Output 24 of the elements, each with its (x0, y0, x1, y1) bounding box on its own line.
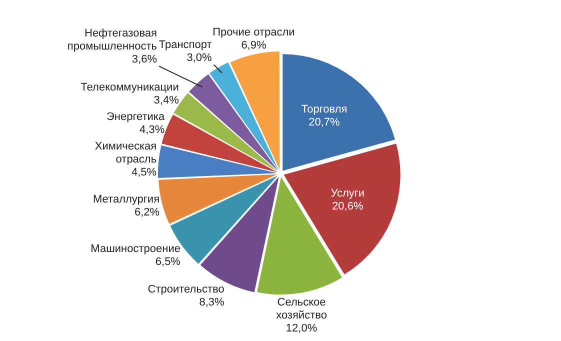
slice-label: Химическая отрасль (94, 140, 157, 166)
slice-label: Нефтегазовая промышленность (67, 28, 158, 53)
data-label: 6,5% (155, 256, 181, 268)
slice-label: Телекоммуникации (80, 82, 179, 94)
data-label: 4,5% (132, 166, 157, 179)
data-label: 8,3% (199, 296, 225, 309)
slice-label: Металлургия (93, 194, 160, 206)
data-label: 4,3% (140, 124, 165, 136)
data-label: 3,6% (132, 54, 158, 66)
data-label: 12,0% (286, 322, 318, 334)
slice-label: Строительство (148, 284, 224, 296)
slice-label: Транспорт (158, 39, 212, 52)
data-label: 20,6% (332, 200, 364, 213)
slice-label: Энергетика (106, 110, 166, 123)
slice-label: Сельское хозяйство (276, 296, 327, 322)
data-label: 6,2% (134, 206, 160, 219)
slice-label: Прочие отрасли (212, 26, 295, 39)
data-label: 3,0% (186, 52, 212, 64)
data-label: 6,9% (241, 40, 266, 52)
slice-label: Машиностроение (90, 242, 180, 255)
slice-label: Услуги (330, 188, 365, 200)
slice-label: Торговля (301, 104, 348, 116)
data-label: 3,4% (154, 94, 180, 107)
data-label: 20,7% (308, 116, 340, 129)
